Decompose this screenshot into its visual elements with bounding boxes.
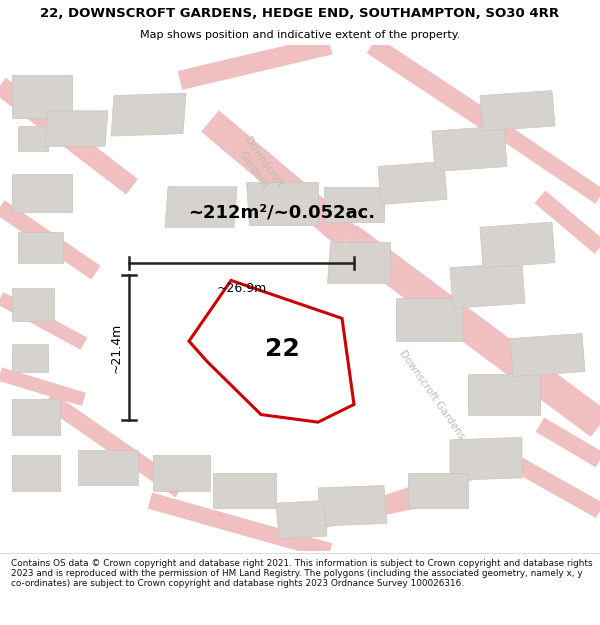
Polygon shape — [378, 161, 447, 204]
Polygon shape — [327, 242, 390, 283]
Polygon shape — [12, 344, 48, 371]
Polygon shape — [450, 438, 522, 481]
Polygon shape — [18, 232, 63, 262]
Text: Downscroft
Gardens: Downscroft Gardens — [232, 136, 284, 197]
Polygon shape — [480, 222, 555, 268]
Polygon shape — [12, 288, 54, 321]
Polygon shape — [276, 501, 327, 539]
Polygon shape — [318, 486, 387, 526]
Polygon shape — [12, 76, 72, 118]
Text: ~212m²/~0.052ac.: ~212m²/~0.052ac. — [188, 203, 376, 221]
Text: Contains OS data © Crown copyright and database right 2021. This information is : Contains OS data © Crown copyright and d… — [11, 559, 592, 588]
Text: ~21.4m: ~21.4m — [109, 322, 122, 372]
Text: 22: 22 — [265, 337, 299, 361]
Polygon shape — [12, 455, 60, 491]
Polygon shape — [246, 182, 318, 225]
Polygon shape — [450, 262, 525, 308]
Polygon shape — [45, 111, 108, 146]
Polygon shape — [18, 126, 48, 151]
Polygon shape — [189, 281, 354, 422]
Text: Downscroft Gardens: Downscroft Gardens — [397, 348, 467, 441]
Polygon shape — [396, 298, 462, 341]
Text: ~26.9m: ~26.9m — [217, 282, 266, 295]
Polygon shape — [12, 399, 60, 435]
Polygon shape — [510, 334, 585, 377]
Polygon shape — [213, 472, 276, 508]
Polygon shape — [480, 91, 555, 131]
Text: 22, DOWNSCROFT GARDENS, HEDGE END, SOUTHAMPTON, SO30 4RR: 22, DOWNSCROFT GARDENS, HEDGE END, SOUTH… — [40, 7, 560, 20]
Polygon shape — [153, 455, 210, 491]
Polygon shape — [165, 187, 237, 228]
Polygon shape — [432, 126, 507, 171]
Polygon shape — [408, 472, 468, 508]
Polygon shape — [111, 93, 186, 136]
Polygon shape — [324, 187, 384, 222]
Polygon shape — [468, 374, 540, 414]
Polygon shape — [78, 450, 138, 486]
Polygon shape — [12, 174, 72, 212]
Text: Map shows position and indicative extent of the property.: Map shows position and indicative extent… — [140, 30, 460, 40]
